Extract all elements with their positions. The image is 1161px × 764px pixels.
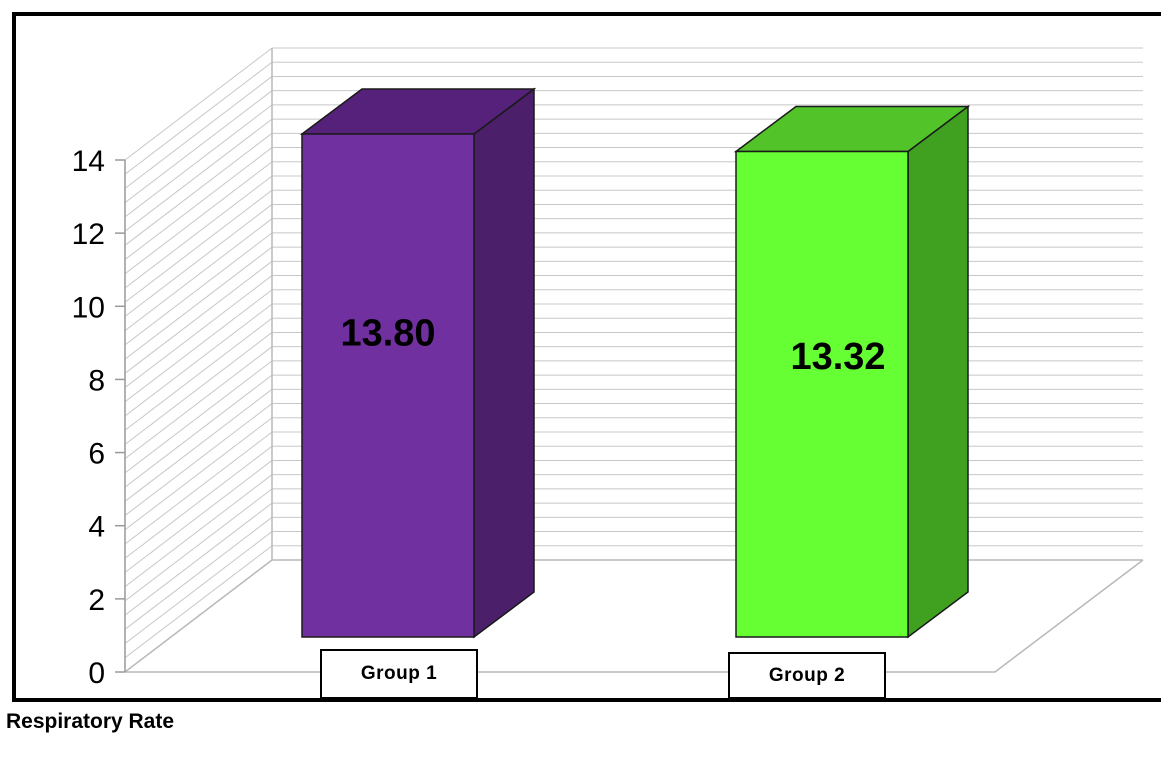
bars [299,87,971,639]
y-tick-label-0: 0 [88,657,105,690]
data-label-group-1: 13.80 [340,313,435,355]
y-tick-label-10: 10 [72,291,105,324]
category-label-group-2: Group 2 [728,652,886,699]
bar-group-1-side [473,87,535,639]
bar-group-2-side [907,104,969,639]
category-label-group-1: Group 1 [320,649,478,699]
bar-group-1 [301,133,475,638]
y-tick-label-12: 12 [72,218,105,251]
y-tick-label-6: 6 [88,438,105,471]
y-tick-label-2: 2 [88,584,105,617]
y-tick-label-14: 14 [72,145,105,178]
data-label-group-2: 13.32 [790,336,885,378]
data-labels: 13.80 13.32 [340,313,885,379]
gridlines [124,47,1144,673]
chart-frame [12,12,1161,702]
x-axis-title: Respiratory Rate [5,710,175,733]
y-axis: 0 2 4 6 8 10 12 14 [72,145,126,690]
y-tick-label-8: 8 [88,364,105,397]
bar-group-2 [735,150,909,638]
y-tick-label-4: 4 [88,511,105,544]
